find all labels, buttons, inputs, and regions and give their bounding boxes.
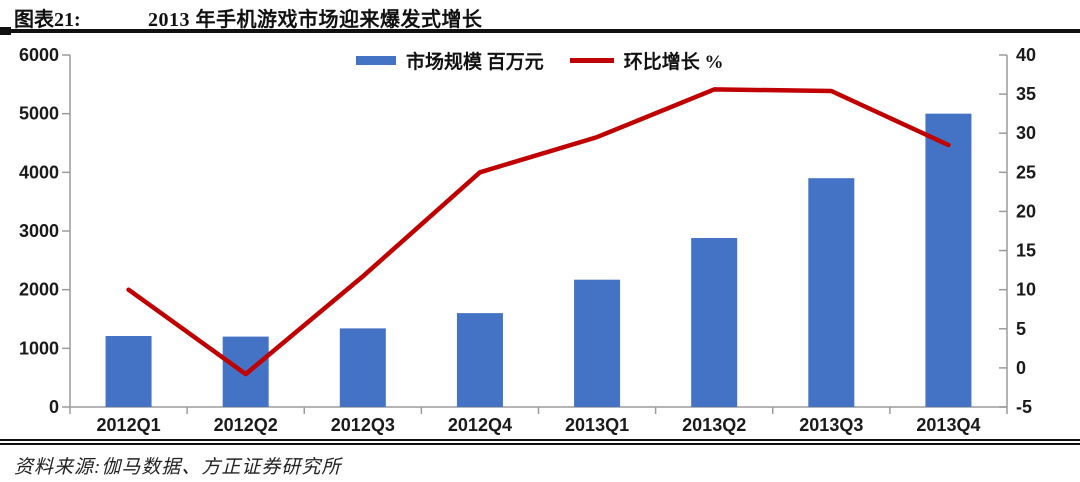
x-axis-category-label: 2013Q3: [799, 415, 863, 435]
x-axis-category-label: 2013Q2: [682, 415, 746, 435]
chart-legend: 市场规模 百万元 环比增长 %: [356, 48, 724, 73]
bar-2012Q1: [105, 336, 152, 407]
bar-2013Q4: [925, 113, 972, 408]
figure-number-label: 图表21:: [14, 9, 81, 31]
header-rule: [0, 29, 1080, 33]
left-axis-tick-label: 0: [49, 397, 59, 417]
left-axis-tick-label: 2000: [19, 280, 59, 300]
legend-line-swatch: [569, 57, 614, 63]
right-axis-tick-label: 25: [1016, 162, 1036, 182]
left-axis-tick-label: 6000: [19, 45, 59, 65]
left-axis-tick-label: 5000: [19, 104, 59, 124]
bar-2013Q1: [574, 279, 621, 407]
bar-2013Q2: [691, 238, 738, 407]
growth-line: [126, 87, 951, 377]
right-axis-tick-label: 40: [1016, 45, 1036, 65]
left-axis-tick-label: 4000: [19, 162, 59, 182]
footer-rule-thin: [0, 443, 1080, 445]
legend-bar-swatch: [356, 55, 396, 65]
right-axis-tick-label: 15: [1016, 241, 1036, 261]
right-axis-tick-label: 20: [1016, 201, 1036, 221]
bar-2013Q3: [808, 178, 855, 407]
x-axis-category-label: 2012Q3: [331, 415, 395, 435]
chart-title: 2013 年手机游戏市场迎来爆发式增长: [148, 9, 483, 31]
x-axis-category-label: 2012Q1: [97, 415, 161, 435]
source-note: 资料来源:伽马数据、方正证券研究所: [14, 457, 342, 478]
x-axis-category-label: 2013Q1: [565, 415, 629, 435]
bar-2012Q4: [456, 313, 503, 407]
right-axis-tick-label: 30: [1016, 123, 1036, 143]
bar-2012Q3: [339, 328, 386, 407]
right-axis-tick-label: -5: [1016, 397, 1032, 417]
right-axis-tick-label: 35: [1016, 84, 1036, 104]
header-rule-cap: [0, 27, 11, 35]
left-axis-tick-label: 1000: [19, 338, 59, 358]
x-axis-category-label: 2012Q4: [448, 415, 512, 435]
x-axis-category-label: 2012Q2: [214, 415, 278, 435]
x-axis-category-label: 2013Q4: [916, 415, 980, 435]
footer-rule-thick: [0, 439, 1080, 441]
right-axis-tick-label: 5: [1016, 319, 1026, 339]
legend-line-label: 环比增长 %: [623, 51, 724, 73]
right-axis-tick-label: 10: [1016, 280, 1036, 300]
legend-bar-label: 市场规模 百万元: [406, 51, 544, 73]
right-axis-tick-label: 0: [1016, 358, 1026, 378]
left-axis-tick-label: 3000: [19, 221, 59, 241]
